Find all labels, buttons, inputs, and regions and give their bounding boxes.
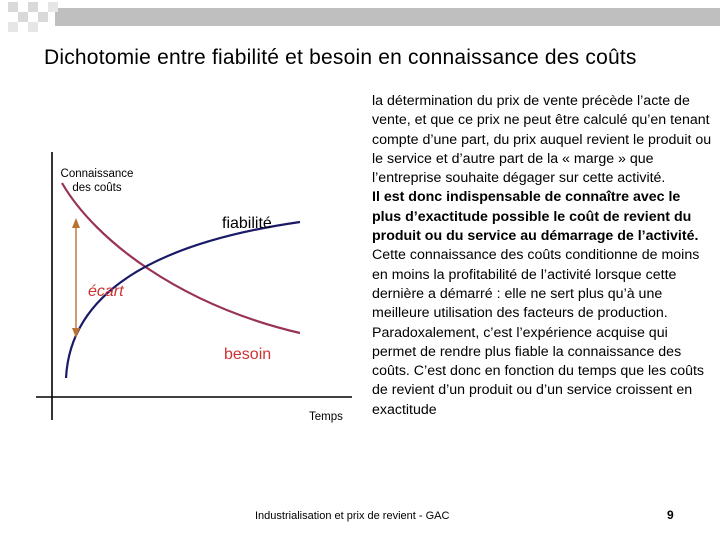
explanation-text: la détermination du prix de vente précèd… [372, 92, 712, 420]
slide-footer: Industrialisation et prix de revient - G… [255, 510, 450, 522]
cost-knowledge-diagram: Connaissance des coûts fiabilité écart b… [36, 152, 352, 423]
y-axis-label-line2: des coûts [72, 182, 121, 194]
falling-curve-besoin [61, 182, 301, 335]
page-number: 9 [667, 508, 674, 522]
gap-label: écart [88, 283, 124, 300]
falling-curve-label: besoin [224, 346, 271, 363]
slide-title: Dichotomie entre fiabilité et besoin en … [44, 46, 637, 69]
x-axis-label: Temps [309, 411, 343, 423]
header-decoration [8, 2, 720, 32]
paragraph-paradoxalement: Paradoxalement, c’est l’expérience acqui… [372, 324, 705, 418]
paragraph-indispensable: Il est donc indispensable de connaître a… [372, 189, 699, 245]
y-axis-label-line1: Connaissance [61, 168, 134, 180]
rising-curve-fiabilite [64, 220, 301, 379]
paragraph-profitabilite: Cette connaissance des coûts conditionne… [372, 247, 700, 322]
gap-arrow [72, 218, 80, 338]
rising-curve-label: fiabilité [222, 215, 272, 232]
paragraph-determination: la détermination du prix de vente précèd… [372, 93, 712, 187]
